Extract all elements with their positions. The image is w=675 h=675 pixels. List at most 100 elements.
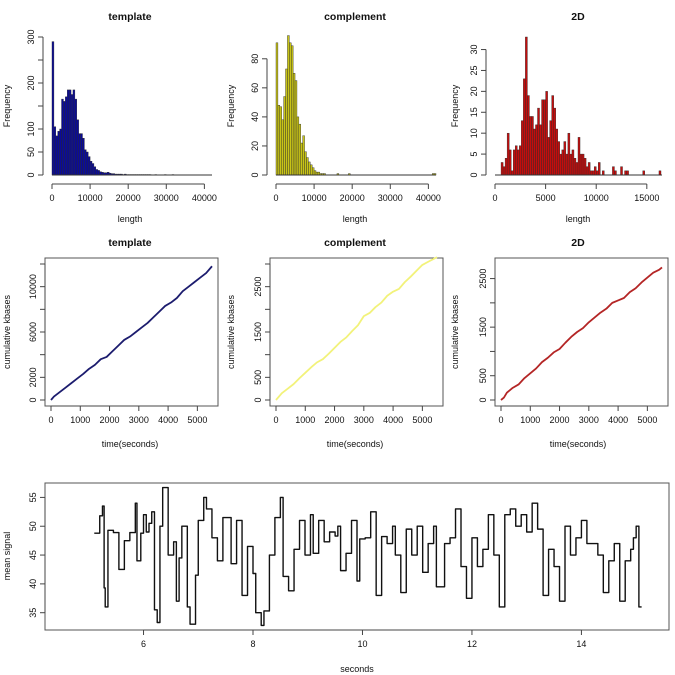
x-tick-label: 0 [492,193,497,203]
x-tick-label: 30000 [378,193,403,203]
histogram-bar [311,167,315,176]
y-axis-label: cumulative kbases [450,294,460,369]
histogram-bar [620,166,623,176]
y-tick-label: 0 [28,397,38,402]
y-tick-label: 20 [469,86,479,96]
histogram-bar [59,128,62,176]
x-tick-label: 0 [273,193,278,203]
histogram-bar [279,106,282,176]
histogram-bar [63,101,66,176]
histogram-bar [642,170,645,176]
histogram-bar [302,135,305,176]
series-line [275,256,438,401]
x-axis-label: length [343,214,368,224]
histogram-bar [76,119,79,176]
histogram-bar [91,163,95,176]
histogram-bar [519,145,522,176]
y-tick-label: 55 [28,492,38,502]
y-tick-label: 35 [28,608,38,618]
x-tick-label: 5000 [412,415,432,425]
histogram-bar [67,89,70,176]
histogram-bar [283,96,286,176]
histogram-bar [569,153,573,176]
x-tick-label: 6 [141,639,146,649]
x-tick-label: 1000 [70,415,90,425]
histogram-bar [86,151,89,176]
histogram-bar [82,137,85,176]
histogram-bar [551,95,554,176]
histogram-bar [300,142,303,176]
histogram-bar [294,80,298,176]
histogram-bar [593,166,597,176]
panel-signal: 6 8 10 12 14 seconds 35 40 45 50 55 mean signal [2,482,670,674]
x-tick-label: 8 [250,639,255,649]
x-tick-label: 1000 [520,415,540,425]
histogram-bar [539,124,542,176]
y-tick-label: 40 [250,112,260,122]
histogram-bar [287,35,290,176]
x-tick-label: 0 [498,415,503,425]
chart-title: template [108,11,151,23]
x-tick-label: 4000 [383,415,403,425]
y-axis-label: Frequency [450,84,460,127]
y-axis-label: mean signal [2,532,12,581]
histogram-bar [549,120,552,176]
panel-cum-2D: 2D 0 1000 2000 3000 4000 5000 time(seconds) 0 500… [450,237,669,449]
histogram-bar [506,132,510,176]
x-axis-label: length [118,214,143,224]
y-tick-label: 2500 [253,277,263,297]
y-tick-label: 100 [26,121,36,136]
histogram-bar [515,145,518,176]
histogram-bar [535,124,538,176]
histogram-bar [68,89,72,176]
y-tick-label: 15 [469,107,479,117]
x-tick-label: 10 [357,639,367,649]
histogram-bar [78,133,81,176]
histogram-bar [61,98,64,176]
histogram-bar [598,162,601,176]
panel-hist-2D: 2D 0 5000 10000 15000 length 0 5 10 15 20 25 30 Frequ… [450,11,662,224]
histogram-bar [555,128,558,176]
histogram-bar [87,156,91,176]
x-tick-label: 5000 [637,415,657,425]
histogram-bar [72,89,76,176]
histogram-bar [612,166,615,176]
chart-title: 2D [571,237,585,249]
histogram-bar [313,170,317,176]
histogram-bar [275,42,279,176]
histogram-bar [281,119,284,176]
y-tick-label: 50 [28,521,38,531]
histogram-bar [527,95,530,176]
panel-cum-template: template 0 1000 2000 3000 4000 5000 time(second… [2,237,219,449]
histogram-bar [521,120,524,176]
histogram-bar [84,149,87,176]
histogram-bar [53,126,57,176]
histogram-bar [510,170,514,176]
histogram-bar [624,170,627,176]
histogram-bar [51,41,55,176]
histogram-bar [573,158,577,176]
series-line [500,266,663,401]
y-tick-label: 80 [250,54,260,64]
y-tick-label: 0 [469,172,479,177]
plot-frame [494,257,669,407]
x-tick-label: 4000 [608,415,628,425]
x-axis-label: length [566,214,591,224]
histogram-bar [596,170,599,176]
x-tick-label: 3000 [129,415,149,425]
histogram-bar [579,153,583,176]
y-tick-label: 40 [28,579,38,589]
y-tick-label: 1500 [253,322,263,342]
panel-hist-complement: complement 0 10000 20000 30000 40000 length 0 20… [226,11,441,224]
chart-title: complement [324,11,386,23]
histogram-bar [308,161,311,176]
y-tick-label: 5 [469,152,479,157]
histogram-bar [55,135,58,176]
histogram-bar [289,42,292,176]
histogram-bar [583,158,587,176]
histogram-bar [545,91,548,176]
histogram-bar [523,78,526,176]
x-tick-label: 3000 [354,415,374,425]
histogram-bar [553,107,556,176]
x-tick-label: 15000 [634,193,659,203]
